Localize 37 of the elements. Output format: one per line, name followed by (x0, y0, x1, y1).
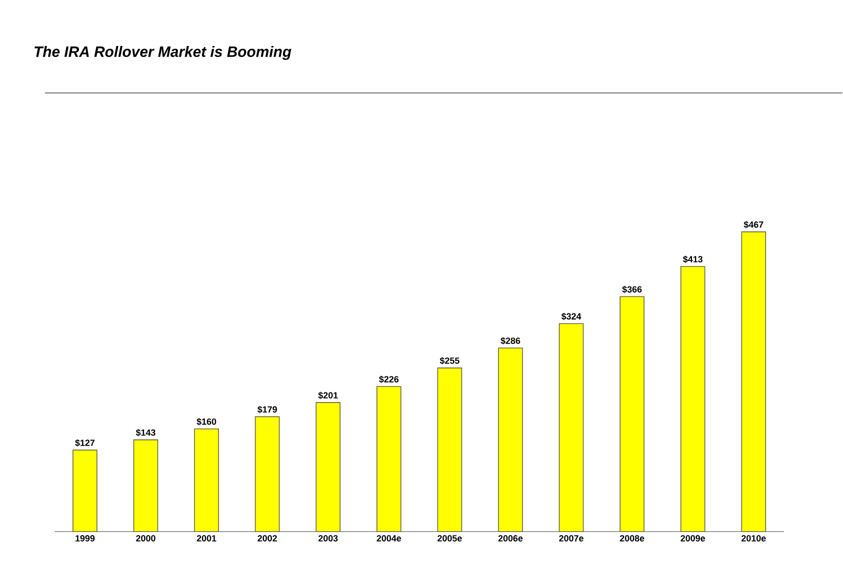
bar (376, 386, 402, 532)
x-tick-label: 2006e (498, 535, 523, 542)
chart-title: The IRA Rollover Market is Booming (34, 46, 292, 60)
bar (498, 348, 523, 532)
bar (194, 428, 219, 532)
data-label: $179 (257, 406, 277, 414)
x-tick-label: 2007e (559, 535, 584, 542)
bar (72, 450, 98, 532)
data-label: $324 (561, 312, 582, 320)
data-label: $143 (136, 429, 156, 437)
bar (437, 368, 462, 532)
data-label: $413 (683, 256, 702, 264)
x-tick-label: 2003 (318, 535, 338, 542)
bar (741, 232, 766, 532)
x-tick-label: 1999 (76, 535, 95, 542)
x-tick-label: 2001 (196, 535, 216, 542)
bar (254, 416, 280, 532)
x-tick-label: 2008e (620, 535, 644, 542)
data-label: $286 (500, 337, 520, 345)
data-label: $160 (196, 418, 216, 426)
bar (680, 266, 706, 532)
data-label: $467 (744, 221, 764, 229)
data-label: $201 (318, 392, 338, 400)
x-tick-label: 2005e (438, 535, 462, 542)
x-tick-label: 2010e (742, 535, 766, 542)
data-label: $255 (440, 357, 460, 365)
bar (558, 323, 584, 532)
x-tick-label: 2002 (258, 535, 277, 542)
data-label: $366 (622, 286, 642, 294)
x-tick-label: 2004e (376, 535, 402, 542)
bar (620, 296, 644, 532)
x-tick-label: 2009e (680, 535, 706, 542)
bar (133, 440, 158, 532)
x-tick-label: 2000 (136, 535, 156, 542)
data-label: $226 (379, 376, 399, 384)
bar (316, 402, 340, 532)
data-label: $127 (75, 439, 95, 447)
